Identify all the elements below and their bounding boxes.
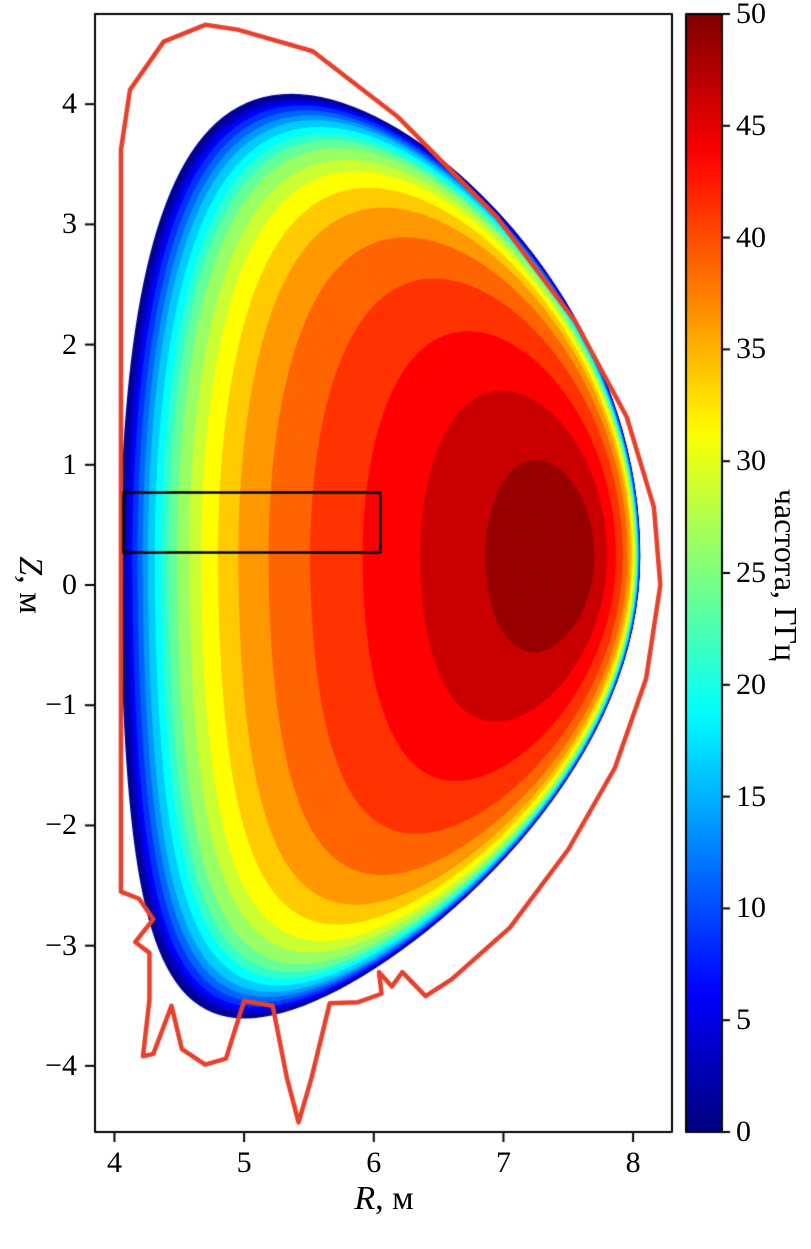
x-tick-label: 5	[236, 1146, 252, 1179]
x-tick-label: 4	[106, 1146, 122, 1179]
colorbar-tick-label: 35	[736, 332, 766, 366]
y-tick-label: 3	[62, 207, 77, 241]
x-axis-symbol: R	[354, 1180, 376, 1217]
x-tick-label: 7	[495, 1146, 511, 1179]
colorbar-tick-label: 0	[736, 1115, 751, 1148]
colorbar-tick-label: 50	[736, 0, 766, 30]
y-tick-label: −4	[45, 1048, 77, 1082]
colorbar-tick-label: 25	[736, 556, 766, 589]
colorbar-tick-label: 30	[736, 444, 766, 478]
y-tick-label: 4	[62, 87, 77, 121]
x-tick-label: 6	[366, 1146, 382, 1179]
colorbar-tick-label: 5	[736, 1003, 751, 1037]
y-axis-label: Z, м	[12, 556, 49, 614]
colorbar-label: частота, ГГц	[768, 488, 804, 662]
x-axis-label: R, м	[354, 1182, 413, 1216]
colorbar-tick-label: 10	[736, 891, 766, 925]
y-tick-label: 0	[62, 568, 77, 602]
x-tick-label: 8	[625, 1146, 641, 1179]
y-tick-label: 1	[62, 447, 77, 481]
y-axis-symbol: Z	[12, 556, 49, 576]
colorbar-tick-label: 20	[736, 667, 766, 701]
y-tick-label: −1	[45, 688, 77, 722]
colorbar-tick-label: 45	[736, 108, 766, 142]
colorbar-tick-label: 15	[736, 779, 766, 813]
colorbar-tick-label: 40	[736, 220, 766, 254]
y-tick-label: −3	[45, 928, 77, 962]
y-tick-label: −2	[45, 808, 77, 842]
y-tick-label: 2	[62, 327, 77, 361]
y-axis-unit: , м	[12, 575, 49, 614]
x-axis-unit: , м	[375, 1180, 414, 1217]
